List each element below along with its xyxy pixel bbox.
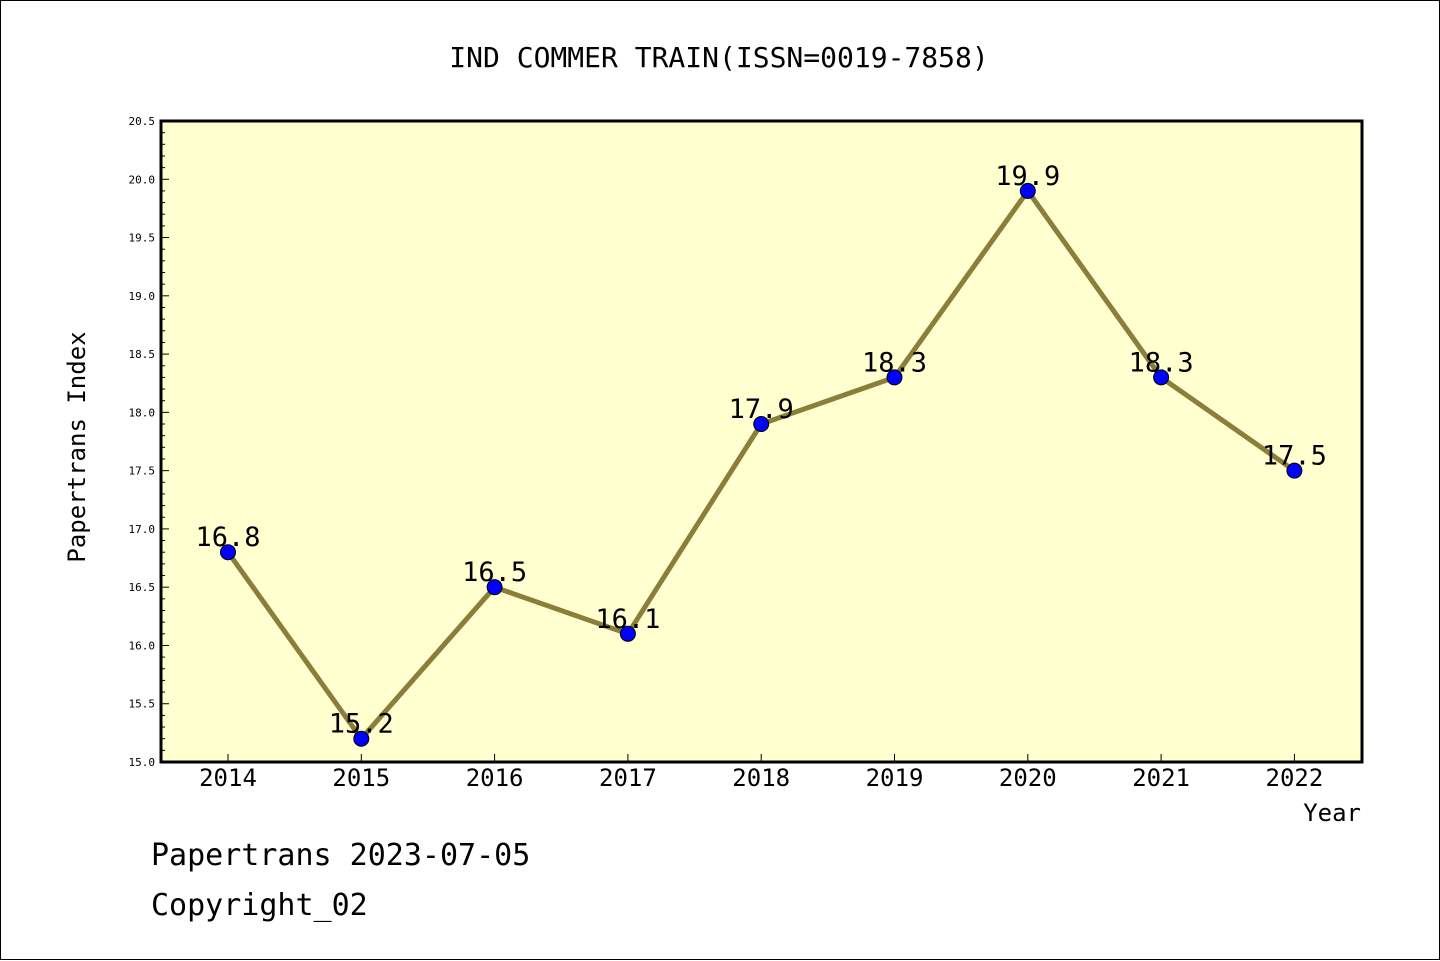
data-label: 16.5 — [462, 557, 527, 588]
data-labels: 16.8 15.2 16.5 16.1 17.9 18.3 19.9 18.3 17.5 — [195, 161, 1326, 740]
data-point — [353, 730, 370, 747]
x-tick-label: 2022 — [1266, 764, 1324, 792]
data-point — [1153, 369, 1170, 386]
y-tick-label: 17.0 — [129, 523, 156, 536]
data-point — [1286, 462, 1303, 479]
x-tick-label: 2015 — [332, 764, 390, 792]
x-tick-label: 2016 — [466, 764, 524, 792]
y-tick-label: 18.0 — [129, 406, 156, 419]
data-label: 18.3 — [1129, 347, 1194, 378]
y-tick-label: 17.5 — [129, 465, 156, 478]
series — [220, 182, 1303, 747]
x-tick-label: 2020 — [999, 764, 1057, 792]
x-tick-label: 2021 — [1132, 764, 1190, 792]
data-point — [753, 416, 770, 433]
data-label: 17.5 — [1262, 441, 1327, 472]
data-point — [886, 369, 903, 386]
y-tick-label: 20.5 — [129, 115, 156, 128]
x-axis: 2014 2015 2016 2017 2018 2019 2020 2021 2022 — [199, 754, 1323, 792]
footer-copyright: Copyright_02 — [151, 888, 368, 923]
data-point — [619, 625, 636, 642]
footer-date: Papertrans 2023-07-05 — [151, 838, 530, 873]
y-tick-label: 16.5 — [129, 581, 156, 594]
chart-title: IND COMMER TRAIN(ISSN=0019-7858) — [449, 41, 988, 74]
y-tick-label: 16.0 — [129, 639, 156, 652]
x-tick-label: 2014 — [199, 764, 257, 792]
y-axis-label: Papertrans Index — [63, 331, 91, 562]
y-axis: 15.0 15.5 16.0 16.5 17.0 17.5 18.0 18.5 19.0 19.5… — [129, 115, 169, 769]
data-label: 19.9 — [995, 161, 1060, 192]
data-point — [1019, 182, 1036, 199]
x-axis-label: Year — [1303, 799, 1361, 827]
x-tick-label: 2017 — [599, 764, 657, 792]
x-tick-label: 2019 — [866, 764, 924, 792]
y-tick-label: 20.0 — [129, 173, 156, 186]
data-label: 15.2 — [329, 709, 394, 740]
y-tick-label: 15.5 — [129, 698, 156, 711]
data-label: 16.1 — [595, 604, 660, 635]
data-point — [220, 544, 236, 561]
data-label: 17.9 — [729, 394, 794, 425]
data-label: 16.8 — [195, 522, 260, 553]
data-point — [486, 579, 503, 596]
y-tick-label: 19.5 — [129, 232, 156, 245]
plot-area — [159, 119, 1364, 764]
y-tick-label: 15.0 — [129, 756, 156, 769]
y-tick-label: 18.5 — [129, 348, 156, 361]
y-tick-label: 19.0 — [129, 290, 156, 303]
x-tick-label: 2018 — [732, 764, 790, 792]
data-label: 18.3 — [862, 347, 927, 378]
